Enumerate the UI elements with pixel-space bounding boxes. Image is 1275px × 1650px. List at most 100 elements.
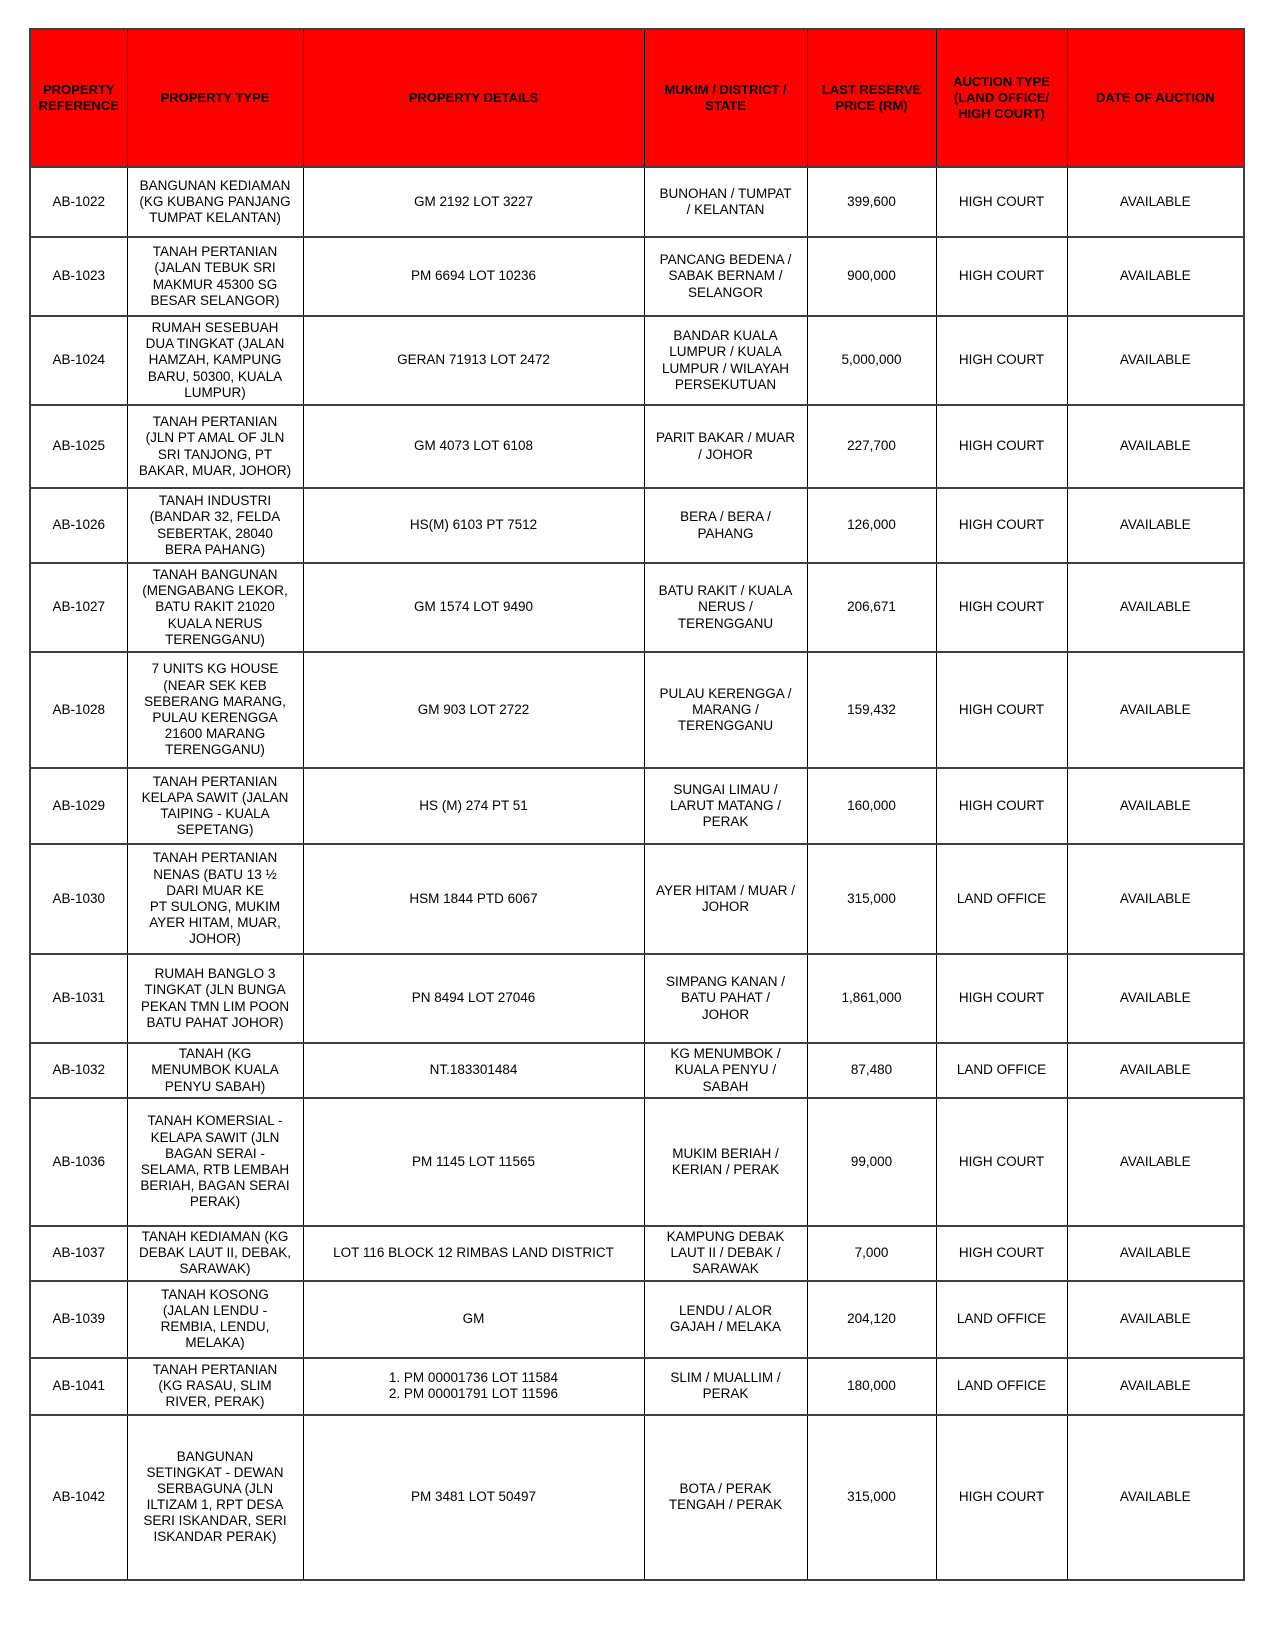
cell-last-reserve-price: 204,120 (806, 1280, 937, 1359)
cell-mukim-district-state: KG MENUMBOK / KUALA PENYU / SABAH (643, 1042, 808, 1099)
column-header-date-of-auction: DATE OF AUCTION (1066, 28, 1245, 168)
cell-date-of-auction: AVAILABLE (1066, 1414, 1245, 1581)
cell-property-type: RUMAH SESEBUAH DUA TINGKAT (JALAN HAMZAH… (126, 315, 304, 406)
table-row: AB-1023 TANAH PERTANIAN (JALAN TEBUK SRI… (29, 236, 1245, 317)
cell-auction-type: HIGH COURT (935, 404, 1068, 489)
cell-auction-type: HIGH COURT (935, 487, 1068, 564)
cell-property-reference: AB-1029 (29, 767, 128, 845)
header-row: PROPERTY REFERENCE PROPERTY TYPE PROPERT… (29, 28, 1245, 168)
column-header-mukim-district-state: MUKIM / DISTRICT / STATE (643, 28, 808, 168)
cell-last-reserve-price: 126,000 (806, 487, 937, 564)
cell-date-of-auction: AVAILABLE (1066, 166, 1245, 238)
cell-property-reference: AB-1031 (29, 953, 128, 1044)
cell-property-details: PM 3481 LOT 50497 (302, 1414, 645, 1581)
cell-mukim-district-state: LENDU / ALOR GAJAH / MELAKA (643, 1280, 808, 1359)
cell-property-details: 1. PM 00001736 LOT 11584 2. PM 00001791 … (302, 1357, 645, 1416)
cell-last-reserve-price: 87,480 (806, 1042, 937, 1099)
cell-auction-type: LAND OFFICE (935, 1357, 1068, 1416)
cell-property-reference: AB-1042 (29, 1414, 128, 1581)
cell-mukim-district-state: PARIT BAKAR / MUAR / JOHOR (643, 404, 808, 489)
cell-property-type: TANAH (KG MENUMBOK KUALA PENYU SABAH) (126, 1042, 304, 1099)
cell-property-reference: AB-1028 (29, 651, 128, 769)
cell-property-type: TANAH KEDIAMAN (KG DEBAK LAUT II, DEBAK,… (126, 1225, 304, 1282)
table-row: AB-1026 TANAH INDUSTRI (BANDAR 32, FELDA… (29, 487, 1245, 564)
cell-mukim-district-state: SUNGAI LIMAU / LARUT MATANG / PERAK (643, 767, 808, 845)
cell-mukim-district-state: SIMPANG KANAN / BATU PAHAT / JOHOR (643, 953, 808, 1044)
cell-auction-type: HIGH COURT (935, 166, 1068, 238)
cell-last-reserve-price: 315,000 (806, 843, 937, 955)
cell-property-type: TANAH PERTANIAN KELAPA SAWIT (JALAN TAIP… (126, 767, 304, 845)
auction-properties-table: PROPERTY REFERENCE PROPERTY TYPE PROPERT… (29, 28, 1245, 1581)
cell-date-of-auction: AVAILABLE (1066, 236, 1245, 317)
cell-last-reserve-price: 1,861,000 (806, 953, 937, 1044)
cell-last-reserve-price: 399,600 (806, 166, 937, 238)
cell-date-of-auction: AVAILABLE (1066, 1280, 1245, 1359)
table-row: AB-1037 TANAH KEDIAMAN (KG DEBAK LAUT II… (29, 1225, 1245, 1282)
cell-property-details: GM 4073 LOT 6108 (302, 404, 645, 489)
cell-property-reference: AB-1024 (29, 315, 128, 406)
cell-property-details: HS (M) 274 PT 51 (302, 767, 645, 845)
table-row: AB-1024 RUMAH SESEBUAH DUA TINGKAT (JALA… (29, 315, 1245, 406)
cell-date-of-auction: AVAILABLE (1066, 315, 1245, 406)
cell-property-details: PN 8494 LOT 27046 (302, 953, 645, 1044)
cell-property-reference: AB-1030 (29, 843, 128, 955)
cell-property-details: LOT 116 BLOCK 12 RIMBAS LAND DISTRICT (302, 1225, 645, 1282)
cell-mukim-district-state: BANDAR KUALA LUMPUR / KUALA LUMPUR / WIL… (643, 315, 808, 406)
cell-mukim-district-state: BOTA / PERAK TENGAH / PERAK (643, 1414, 808, 1581)
cell-last-reserve-price: 180,000 (806, 1357, 937, 1416)
cell-date-of-auction: AVAILABLE (1066, 651, 1245, 769)
cell-property-reference: AB-1025 (29, 404, 128, 489)
cell-property-type: TANAH PERTANIAN NENAS (BATU 13 ½ DARI MU… (126, 843, 304, 955)
table-row: AB-1031 RUMAH BANGLO 3 TINGKAT (JLN BUNG… (29, 953, 1245, 1044)
cell-mukim-district-state: BUNOHAN / TUMPAT / KELANTAN (643, 166, 808, 238)
cell-auction-type: HIGH COURT (935, 1225, 1068, 1282)
cell-date-of-auction: AVAILABLE (1066, 1097, 1245, 1227)
cell-date-of-auction: AVAILABLE (1066, 767, 1245, 845)
column-header-last-reserve-price: LAST RESERVE PRICE (RM) (806, 28, 937, 168)
table-row: AB-1042 BANGUNAN SETINGKAT - DEWAN SERBA… (29, 1414, 1245, 1581)
cell-date-of-auction: AVAILABLE (1066, 1042, 1245, 1099)
cell-mukim-district-state: KAMPUNG DEBAK LAUT II / DEBAK / SARAWAK (643, 1225, 808, 1282)
cell-mukim-district-state: BERA / BERA / PAHANG (643, 487, 808, 564)
cell-property-type: TANAH INDUSTRI (BANDAR 32, FELDA SEBERTA… (126, 487, 304, 564)
table-row: AB-1030 TANAH PERTANIAN NENAS (BATU 13 ½… (29, 843, 1245, 955)
cell-date-of-auction: AVAILABLE (1066, 404, 1245, 489)
cell-property-reference: AB-1036 (29, 1097, 128, 1227)
table-row: AB-1032 TANAH (KG MENUMBOK KUALA PENYU S… (29, 1042, 1245, 1099)
cell-property-details: GERAN 71913 LOT 2472 (302, 315, 645, 406)
cell-auction-type: HIGH COURT (935, 767, 1068, 845)
cell-property-details: PM 6694 LOT 10236 (302, 236, 645, 317)
cell-property-type: BANGUNAN SETINGKAT - DEWAN SERBAGUNA (JL… (126, 1414, 304, 1581)
column-header-auction-type: AUCTION TYPE (LAND OFFICE/ HIGH COURT) (935, 28, 1068, 168)
cell-last-reserve-price: 159,432 (806, 651, 937, 769)
cell-property-details: HSM 1844 PTD 6067 (302, 843, 645, 955)
cell-last-reserve-price: 99,000 (806, 1097, 937, 1227)
cell-last-reserve-price: 206,671 (806, 562, 937, 653)
cell-mukim-district-state: AYER HITAM / MUAR / JOHOR (643, 843, 808, 955)
column-header-property-type: PROPERTY TYPE (126, 28, 304, 168)
table-row: AB-1036 TANAH KOMERSIAL - KELAPA SAWIT (… (29, 1097, 1245, 1227)
cell-property-details: NT.183301484 (302, 1042, 645, 1099)
table-row: AB-1027 TANAH BANGUNAN (MENGABANG LEKOR,… (29, 562, 1245, 653)
cell-property-reference: AB-1032 (29, 1042, 128, 1099)
cell-last-reserve-price: 7,000 (806, 1225, 937, 1282)
cell-last-reserve-price: 900,000 (806, 236, 937, 317)
cell-mukim-district-state: PULAU KERENGGA / MARANG / TERENGGANU (643, 651, 808, 769)
table-row: AB-1028 7 UNITS KG HOUSE (NEAR SEK KEB S… (29, 651, 1245, 769)
cell-property-type: TANAH PERTANIAN (KG RASAU, SLIM RIVER, P… (126, 1357, 304, 1416)
table-row: AB-1022 BANGUNAN KEDIAMAN (KG KUBANG PAN… (29, 166, 1245, 238)
cell-last-reserve-price: 160,000 (806, 767, 937, 845)
cell-mukim-district-state: BATU RAKIT / KUALA NERUS / TERENGGANU (643, 562, 808, 653)
cell-property-type: TANAH BANGUNAN (MENGABANG LEKOR, BATU RA… (126, 562, 304, 653)
cell-auction-type: LAND OFFICE (935, 1042, 1068, 1099)
cell-property-type: TANAH PERTANIAN (JALAN TEBUK SRI MAKMUR … (126, 236, 304, 317)
cell-property-details: GM 1574 LOT 9490 (302, 562, 645, 653)
cell-auction-type: HIGH COURT (935, 953, 1068, 1044)
cell-date-of-auction: AVAILABLE (1066, 843, 1245, 955)
column-header-property-details: PROPERTY DETAILS (302, 28, 645, 168)
cell-last-reserve-price: 227,700 (806, 404, 937, 489)
cell-property-reference: AB-1027 (29, 562, 128, 653)
table-row: AB-1025 TANAH PERTANIAN (JLN PT AMAL OF … (29, 404, 1245, 489)
cell-last-reserve-price: 5,000,000 (806, 315, 937, 406)
